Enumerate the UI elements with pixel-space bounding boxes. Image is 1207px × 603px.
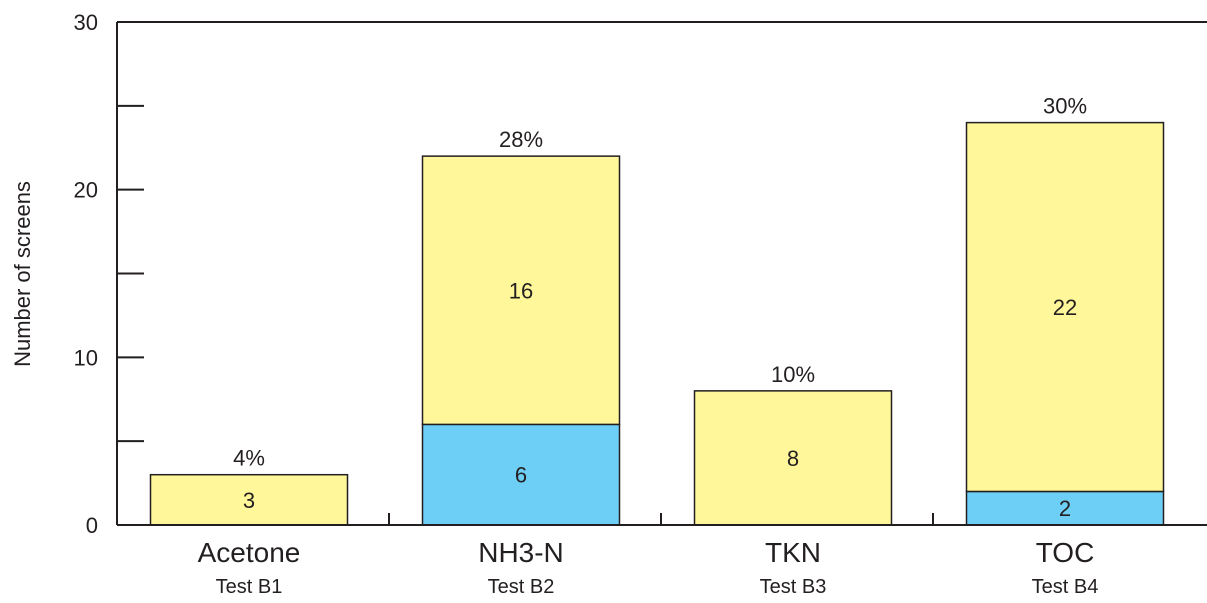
bar-segment	[421, 155, 621, 426]
y-axis-ticks	[117, 21, 144, 526]
category-label: NH3-N	[478, 537, 564, 568]
bar-segment	[965, 121, 1165, 493]
x-axis-ticks	[388, 513, 934, 525]
y-tick-label: 20	[74, 178, 98, 203]
bar-segment	[965, 490, 1165, 526]
bar-value-label: 3	[243, 488, 255, 513]
category-label: TKN	[765, 537, 821, 568]
x-axis-category-labels: Acetone Test B1 NH3-N Test B2 TKN Test B3 TOC T…	[198, 537, 1099, 598]
category-sublabel: Test B2	[488, 576, 555, 598]
category-label: Acetone	[198, 537, 301, 568]
category-sublabel: Test B3	[760, 576, 827, 598]
y-tick-label: 0	[86, 513, 98, 538]
bar-value-label: 22	[1053, 295, 1077, 320]
bar-value-label: 6	[515, 463, 527, 488]
y-axis-tick-labels: 0 10 20 30	[74, 10, 98, 538]
category-label: TOC	[1036, 537, 1095, 568]
bar-value-label: 2	[1059, 496, 1071, 521]
y-axis-title: Number of screens	[10, 181, 35, 367]
bar-value-label: 16	[509, 278, 533, 303]
bar-value-label: 8	[787, 446, 799, 471]
bar-percent-label: 28%	[499, 127, 543, 152]
bar-segment	[693, 390, 893, 526]
bar-percent-label: 4%	[233, 446, 265, 471]
category-sublabel: Test B1	[216, 576, 283, 598]
category-sublabel: Test B4	[1032, 576, 1099, 598]
y-tick-label: 30	[74, 10, 98, 35]
y-tick-label: 10	[74, 345, 98, 370]
bar-segment	[421, 423, 621, 526]
bar-percent-label: 10%	[771, 362, 815, 387]
bar-percent-label: 30%	[1043, 94, 1087, 119]
